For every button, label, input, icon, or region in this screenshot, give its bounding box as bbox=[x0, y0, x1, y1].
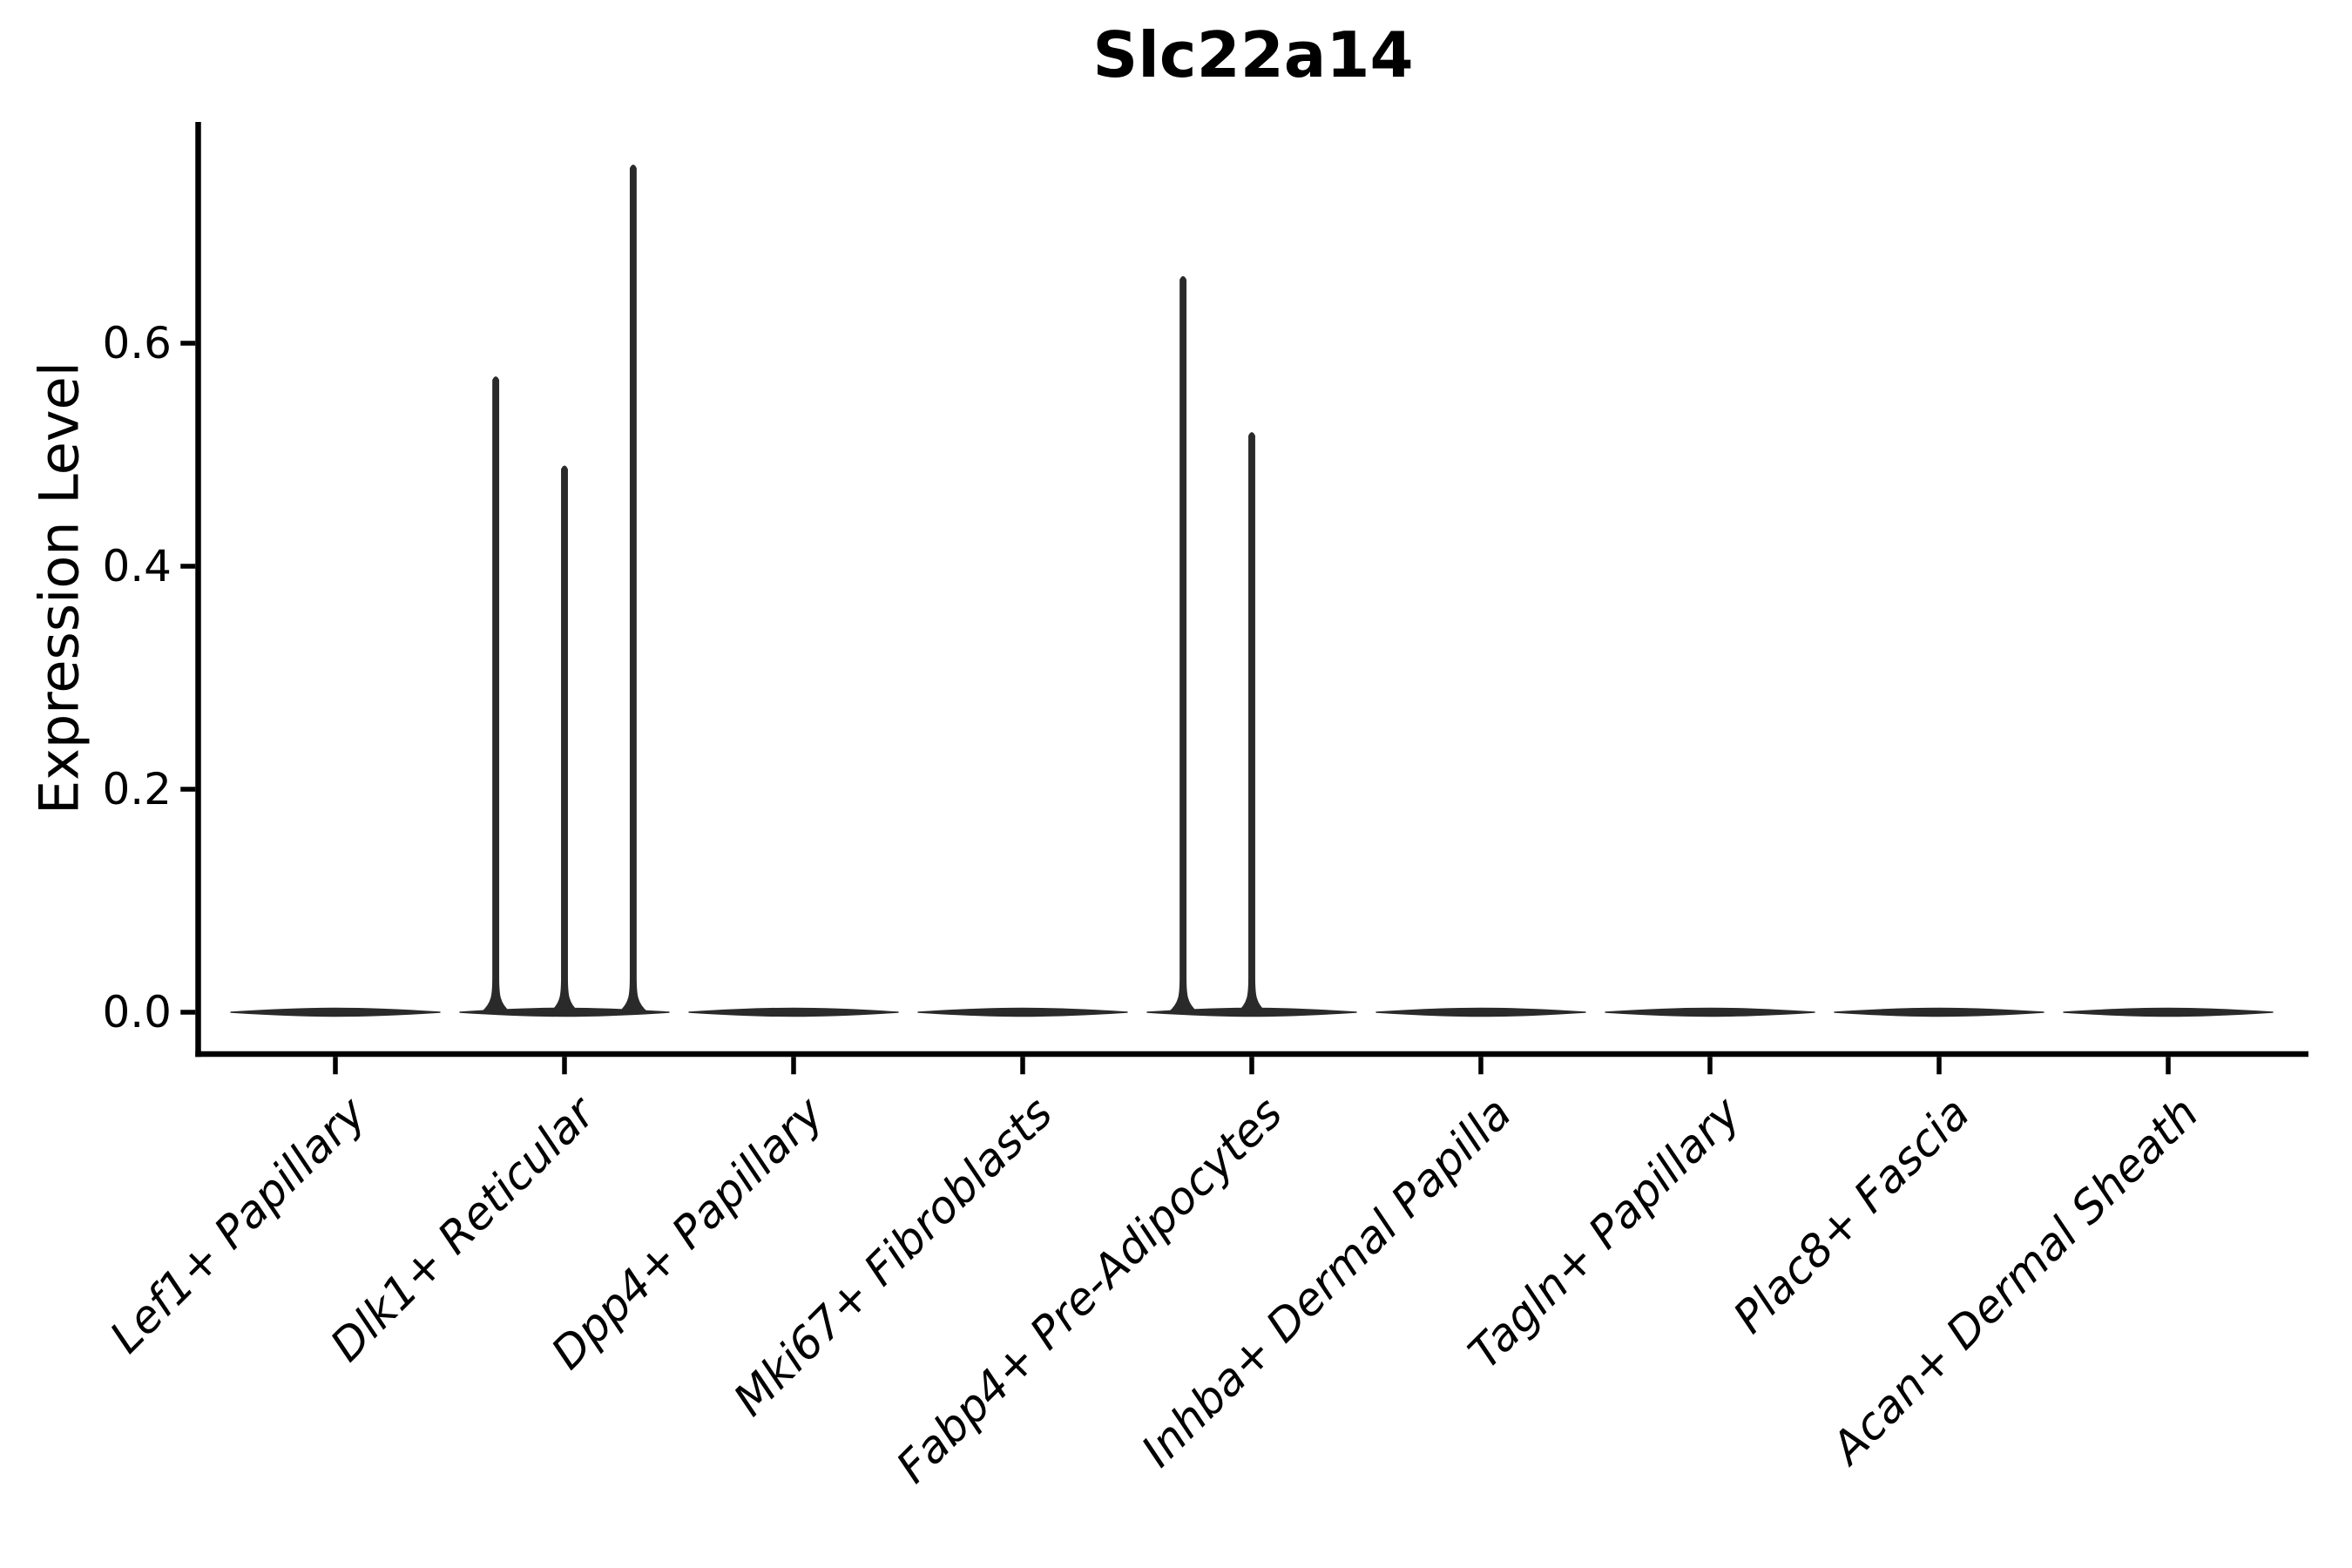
y-tick-label: 0.6 bbox=[102, 318, 172, 368]
violin-spike bbox=[1237, 432, 1267, 1013]
x-tick-mark bbox=[1478, 1057, 1484, 1075]
y-tick-mark bbox=[180, 564, 196, 569]
violin-baseline bbox=[1834, 1007, 2044, 1017]
x-tick-mark bbox=[333, 1057, 338, 1075]
violin-baseline bbox=[2063, 1007, 2274, 1017]
x-tick-mark bbox=[1249, 1057, 1254, 1075]
chart-title: Slc22a14 bbox=[1092, 18, 1414, 91]
violin-baseline bbox=[917, 1007, 1128, 1017]
violin-baseline bbox=[1605, 1007, 1815, 1017]
y-tick-mark bbox=[180, 787, 196, 792]
y-tick-mark bbox=[180, 341, 196, 346]
x-tick-mark bbox=[1936, 1057, 1942, 1075]
y-tick-label: 0.2 bbox=[102, 764, 172, 814]
x-tick-mark bbox=[562, 1057, 567, 1075]
violin-baseline bbox=[230, 1007, 441, 1017]
violin-spike bbox=[550, 465, 579, 1013]
violin-spike bbox=[481, 376, 510, 1013]
y-tick-mark bbox=[180, 1010, 196, 1015]
y-axis-spine bbox=[195, 122, 201, 1058]
y-tick-label: 0.0 bbox=[102, 987, 172, 1037]
violin-spike bbox=[1168, 275, 1198, 1013]
x-tick-mark bbox=[2166, 1057, 2171, 1075]
x-tick-mark bbox=[1020, 1057, 1025, 1075]
x-tick-mark bbox=[1707, 1057, 1713, 1075]
y-tick-label: 0.4 bbox=[102, 541, 172, 591]
violin-baseline bbox=[688, 1007, 899, 1017]
violin-baseline bbox=[1375, 1007, 1586, 1017]
x-axis-spine bbox=[195, 1051, 2308, 1058]
x-tick-mark bbox=[791, 1057, 796, 1075]
violin-spike bbox=[618, 164, 648, 1013]
